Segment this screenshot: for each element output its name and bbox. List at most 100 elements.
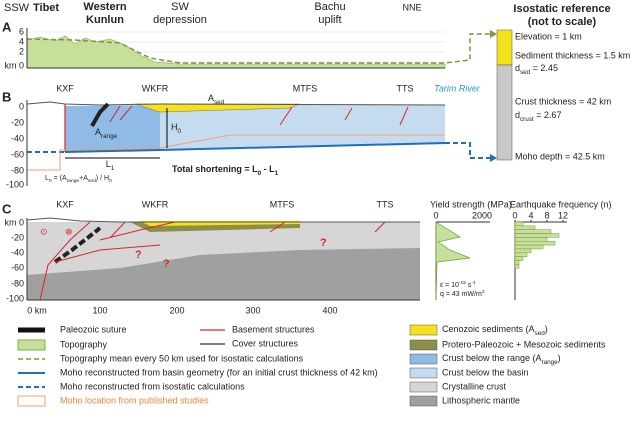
legend-swatch <box>410 325 437 335</box>
region-label: Kunlun <box>86 14 124 26</box>
legend-label: Crystalline crust <box>442 381 507 391</box>
text-part: sed <box>520 69 531 76</box>
text-part: range <box>542 359 559 366</box>
legend-swatch <box>410 354 437 364</box>
bar <box>515 253 527 257</box>
crust-column <box>497 65 512 160</box>
column-label: Moho depth = 42.5 km <box>515 151 605 161</box>
column-title: Isostatic reference <box>513 3 610 15</box>
text-part: ) <box>545 324 548 334</box>
question-mark: ? <box>320 237 327 249</box>
motion-symbol: ⊗ <box>65 226 73 236</box>
y-tick-label: -20 <box>11 117 24 127</box>
bar <box>515 237 547 241</box>
x-tick-label: 300 <box>245 305 260 315</box>
x-tick-label: 2000 <box>472 210 492 220</box>
legend: Paleozoic suture Topography Topography m… <box>18 324 606 406</box>
sediment-column <box>497 30 512 65</box>
x-tick-label: 200 <box>169 305 184 315</box>
y-tick-label: 2 <box>19 46 24 56</box>
y-tick-label: -80 <box>11 165 24 175</box>
formula: L0 = (Arange+Ased) / H0 <box>45 175 112 184</box>
text-part: Total shortening = L <box>172 164 258 174</box>
legend-label: Cenozoic sediments (Ased) <box>442 324 548 337</box>
text-part: ε̇ = 10 <box>440 282 459 289</box>
y-tick-label: 6 <box>19 26 24 36</box>
bar <box>515 249 531 253</box>
region-label: SW <box>171 1 189 13</box>
legend-label: Moho reconstructed from isostatic calcul… <box>60 381 245 391</box>
legend-label: Topography mean every 50 km used for iso… <box>60 353 304 363</box>
text-part: ) / H <box>96 175 109 182</box>
text-part: = 2.67 <box>534 110 562 120</box>
x-tick-label: 8 <box>544 210 549 220</box>
legend-swatch <box>18 396 45 406</box>
bar <box>515 241 555 245</box>
legend-label: Moho reconstructed from basin geometry (… <box>60 367 378 377</box>
bar <box>515 234 559 238</box>
x-tick-label: 0 km <box>27 305 47 315</box>
text-part: 2 <box>482 289 485 295</box>
legend-label: Paleozoic suture <box>60 324 127 334</box>
plot-title: Earthquake frequency (n) <box>510 199 612 209</box>
text-part: range <box>101 133 118 140</box>
y-tick-label: 4 <box>19 36 24 46</box>
column-label: Elevation = 1 km <box>515 31 582 41</box>
text-part: 0 <box>109 178 112 184</box>
legend-label: Crust below the range (Arange) <box>442 353 561 366</box>
surface <box>27 102 445 105</box>
question-mark: ? <box>135 249 142 261</box>
y-tick-label: -20 <box>11 232 24 242</box>
legend-label: Basement structures <box>232 324 315 334</box>
panel-letter: C <box>2 201 12 216</box>
column-label: dsed = 2.45 <box>515 63 558 76</box>
legend-label: Lithospheric mantle <box>442 395 520 405</box>
column-label: Sediment thickness = 1.5 km <box>515 50 630 60</box>
bar <box>515 261 519 265</box>
bar <box>515 257 523 261</box>
column-label: dcrust = 2.67 <box>515 110 561 123</box>
bar <box>515 245 543 249</box>
x-tick-label: 400 <box>322 305 337 315</box>
legend-swatch <box>410 382 437 392</box>
panel-letter: A <box>2 19 12 34</box>
x-tick-label: 4 <box>528 210 533 220</box>
fault-label: MTFS <box>293 83 318 93</box>
region-label: Tibet <box>33 2 59 14</box>
text-part: 0 <box>178 128 182 135</box>
text-part: 1 <box>275 170 279 177</box>
text-part: - L <box>261 164 275 174</box>
y-tick-label: 0 <box>19 101 24 111</box>
panel-letter: B <box>2 89 11 104</box>
column-title: (not to scale) <box>528 16 597 28</box>
parameter: ε̇ = 10-15 s-1 <box>440 280 476 289</box>
legend-swatch <box>18 340 45 350</box>
y-tick-label: -60 <box>11 262 24 272</box>
motion-symbol: ⊙ <box>40 226 48 236</box>
direction-label: NNE <box>402 2 421 12</box>
legend-swatch <box>410 340 437 350</box>
bar <box>515 222 523 226</box>
legend-label: Protero-Paleozoic + Mesozoic sediments <box>442 339 606 349</box>
legend-label: Crust below the basin <box>442 367 529 377</box>
question-mark: ? <box>163 258 170 270</box>
bar <box>515 230 551 234</box>
text-part: -1 <box>471 280 476 286</box>
text-part: 1 <box>111 165 115 172</box>
region-label: depression <box>153 14 207 26</box>
fault-label: KXF <box>56 199 74 209</box>
y-tick-label: -40 <box>11 247 24 257</box>
river-label: Tarim River <box>434 83 481 93</box>
fault-label: TTS <box>377 199 394 209</box>
y-tick-label: -60 <box>11 149 24 159</box>
crust-range <box>65 105 160 152</box>
fault-label: WKFR <box>142 83 169 93</box>
y-tick-label: -100 <box>6 179 24 189</box>
region-label: uplift <box>318 14 341 26</box>
moho-isostatic <box>445 143 490 158</box>
text-part: q = 43 mW/m <box>440 291 482 298</box>
fault-label: KXF <box>56 83 74 93</box>
text-part: ) <box>558 353 561 363</box>
legend-label: Moho location from published studies <box>60 395 209 405</box>
